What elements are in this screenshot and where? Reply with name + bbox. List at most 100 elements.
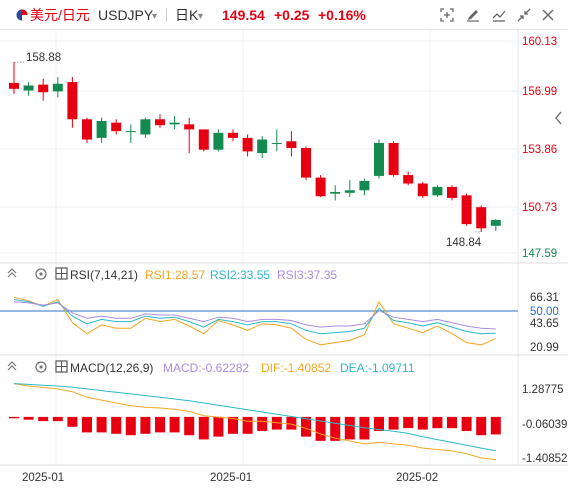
toolbar: 美元/日元 USDJPY ▾ 日K ▾ 149.54 +0.25 +0.16% — [0, 0, 568, 30]
collapse-panel-icon[interactable] — [7, 268, 17, 278]
rsi3-value: RSI3:37.35 — [277, 268, 337, 282]
period-label[interactable]: 日K — [175, 7, 199, 23]
rsi-tick-label: 43.65 — [530, 318, 559, 330]
rsi2-line — [13, 299, 496, 335]
candle-body — [344, 190, 355, 193]
symbol-label[interactable]: USDJPY — [98, 7, 154, 23]
macd-bar — [52, 416, 63, 422]
macd-bar — [315, 416, 326, 441]
divider — [166, 8, 167, 22]
rsi1-value: RSI1:28.57 — [145, 268, 205, 282]
chevron-left-icon[interactable] — [555, 111, 562, 125]
settings-icon[interactable] — [35, 361, 47, 373]
macd-bar — [198, 416, 209, 440]
macd-bar — [125, 416, 136, 436]
flag-icon — [12, 6, 32, 24]
macd-bar — [140, 416, 151, 434]
period-dropdown-icon[interactable]: ▾ — [198, 11, 204, 22]
macd-bar — [417, 416, 428, 430]
candle-body — [52, 83, 63, 92]
price-tick-label: 153.86 — [522, 144, 557, 156]
macd-tick-label: 1.28775 — [522, 384, 564, 396]
dea-value: DEA:-1.09711 — [340, 361, 415, 375]
macd-bar — [38, 416, 49, 422]
currency-name[interactable]: 美元/日元 — [30, 7, 90, 23]
price-change: +0.25 — [274, 7, 310, 23]
candle-body — [125, 131, 136, 133]
candle-body — [38, 84, 49, 93]
candle-body — [198, 129, 209, 150]
collapse-panel-icon[interactable] — [7, 361, 17, 371]
macd-bar — [169, 416, 180, 433]
candle-body — [476, 207, 487, 229]
macd-bar — [476, 416, 487, 436]
candle-body — [67, 82, 78, 120]
macd-bar — [271, 416, 282, 430]
price-tick-label: 150.73 — [522, 202, 557, 214]
macd-bar — [155, 416, 165, 433]
macd-bar — [213, 416, 224, 437]
price-tick-label: 147.59 — [522, 248, 557, 260]
symbol-dropdown-icon[interactable]: ▾ — [152, 11, 158, 22]
macd-bar — [490, 416, 501, 435]
macd-bar — [461, 416, 472, 431]
macd-bar — [301, 416, 311, 437]
candle-body — [140, 119, 151, 135]
rsi2-value: RSI2:33.55 — [210, 268, 270, 282]
macd-bar — [228, 416, 238, 434]
candle-body — [96, 120, 107, 138]
candle-body — [23, 85, 34, 91]
candle-body — [461, 195, 472, 225]
last-price: 149.54 — [222, 7, 265, 23]
candle-body — [286, 141, 297, 149]
fit-screen-icon[interactable] — [437, 6, 457, 24]
candle-body — [315, 177, 326, 197]
macd-bar — [286, 416, 297, 430]
dea-line — [13, 383, 496, 452]
macd-bar — [403, 416, 414, 429]
price-change-pct: +0.16% — [318, 7, 366, 23]
candle-body — [213, 132, 224, 150]
macd-bar — [344, 416, 355, 440]
macd-histogram-and-lines — [9, 383, 501, 461]
draw-icon[interactable] — [463, 6, 483, 24]
dif-value: DIF:-1.40852 — [261, 361, 331, 375]
indicator-icon[interactable] — [489, 6, 509, 24]
macd-bar — [184, 416, 195, 436]
macd-tick-label: -1.40852 — [522, 453, 567, 465]
candle-body — [388, 142, 399, 176]
indicator-box-icon[interactable] — [55, 267, 68, 280]
macd-title: MACD(12,26,9) — [70, 361, 153, 375]
macd-bar — [67, 416, 78, 427]
collapse-icon[interactable] — [514, 6, 534, 24]
x-axis-label: 2025-01 — [210, 472, 252, 484]
macd-bar — [23, 416, 34, 420]
candle-body — [359, 180, 370, 191]
indicator-box-icon[interactable] — [55, 360, 68, 373]
candle-body — [9, 82, 19, 89]
macd-bar — [330, 416, 341, 441]
macd-bar — [96, 416, 107, 433]
candle-body — [447, 186, 457, 198]
price-tick-label: 156.99 — [522, 86, 557, 98]
candle-body — [228, 132, 238, 138]
x-axis-label: 2025-02 — [396, 472, 438, 484]
candle-body — [403, 175, 414, 184]
macd-bar — [242, 416, 253, 434]
x-axis-label: 2025-01 — [22, 472, 64, 484]
dif-line — [13, 383, 496, 461]
rsi-lines — [13, 296, 496, 346]
low-price-label: 148.84 — [446, 237, 482, 249]
candle-body — [490, 220, 501, 226]
settings-icon[interactable] — [35, 268, 47, 280]
macd-bar — [388, 416, 399, 430]
rsi3-line — [13, 301, 496, 330]
candle-body — [257, 139, 268, 154]
macd-bar — [432, 416, 443, 429]
macd-tick-label: -0.06039 — [522, 419, 567, 431]
macd-bar — [374, 416, 384, 431]
candle-body — [242, 137, 253, 152]
close-icon[interactable] — [538, 6, 558, 24]
